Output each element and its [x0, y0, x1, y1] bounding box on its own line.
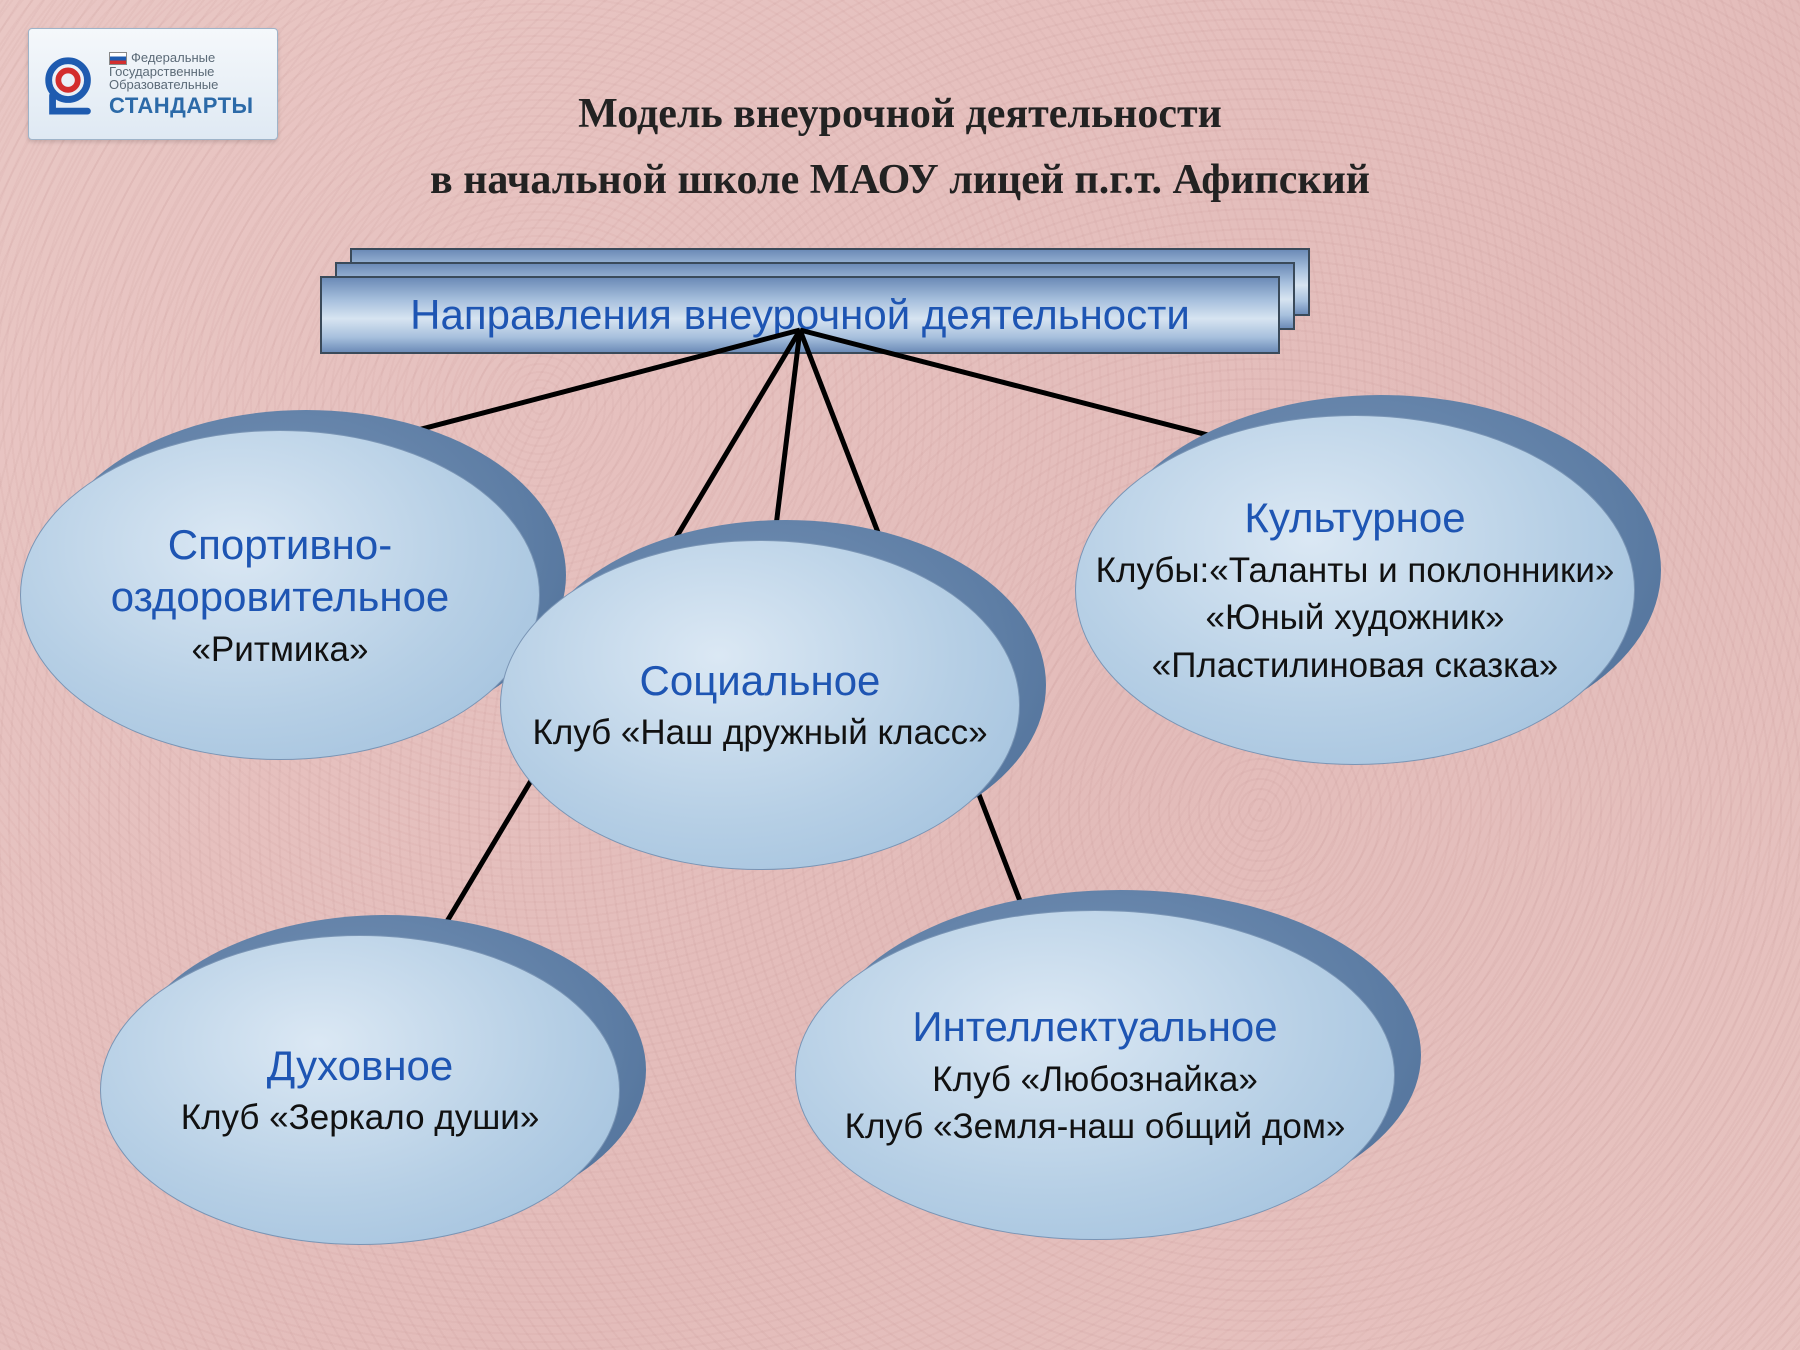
node-culture-title: Культурное	[1096, 492, 1615, 545]
node-spirit-text: ДуховноеКлуб «Зеркало души»	[181, 1040, 540, 1140]
node-spirit: ДуховноеКлуб «Зеркало души»	[100, 935, 620, 1245]
node-spirit-title: Духовное	[181, 1040, 540, 1093]
node-culture-text: КультурноеКлубы:«Таланты и поклонники»«Ю…	[1096, 492, 1615, 688]
flag-icon	[109, 52, 127, 65]
node-social-title: Социальное	[532, 655, 987, 708]
banner-front: Направления внеурочной деятельности	[320, 276, 1280, 354]
node-sport-text: Спортивно-оздоровительное«Ритмика»	[111, 519, 450, 672]
slide-canvas: Федеральные Государственные Образователь…	[0, 0, 1800, 1350]
node-social-sub-0: Клуб «Наш дружный класс»	[532, 711, 987, 755]
title-line1: Модель внеурочной деятельности	[0, 90, 1800, 138]
node-sport-title: Спортивно-	[111, 519, 450, 572]
node-intel-sub-1: Клуб «Земля-наш общий дом»	[845, 1105, 1346, 1149]
node-culture-sub-2: «Пластилиновая сказка»	[1096, 644, 1615, 688]
title-line2: в начальной школе МАОУ лицей п.г.т. Афип…	[0, 156, 1800, 204]
banner-label: Направления внеурочной деятельности	[410, 294, 1190, 336]
node-spirit-sub-0: Клуб «Зеркало души»	[181, 1096, 540, 1140]
slide-title: Модель внеурочной деятельности в начальн…	[0, 90, 1800, 204]
node-sport-sub-0: «Ритмика»	[111, 628, 450, 672]
node-social: СоциальноеКлуб «Наш дружный класс»	[500, 540, 1020, 870]
node-culture-sub-0: Клубы:«Таланты и поклонники»	[1096, 549, 1615, 593]
node-intel-sub-0: Клуб «Любознайка»	[845, 1058, 1346, 1102]
node-intel: ИнтеллектуальноеКлуб «Любознайка»Клуб «З…	[795, 910, 1395, 1240]
node-intel-title: Интеллектуальное	[845, 1001, 1346, 1054]
node-sport: Спортивно-оздоровительное«Ритмика»	[20, 430, 540, 760]
logo-line2: Государственные	[109, 65, 254, 79]
node-culture: КультурноеКлубы:«Таланты и поклонники»«Ю…	[1075, 415, 1635, 765]
logo-line1: Федеральные	[131, 50, 215, 65]
node-intel-text: ИнтеллектуальноеКлуб «Любознайка»Клуб «З…	[845, 1001, 1346, 1149]
header-banner: Направления внеурочной деятельности	[320, 248, 1280, 358]
node-social-text: СоциальноеКлуб «Наш дружный класс»	[532, 655, 987, 755]
node-culture-sub-1: «Юный художник»	[1096, 596, 1615, 640]
